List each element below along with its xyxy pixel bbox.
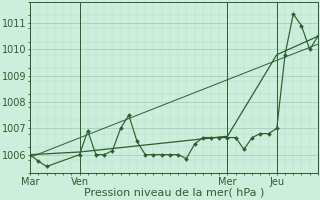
X-axis label: Pression niveau de la mer( hPa ): Pression niveau de la mer( hPa ) bbox=[84, 188, 264, 198]
